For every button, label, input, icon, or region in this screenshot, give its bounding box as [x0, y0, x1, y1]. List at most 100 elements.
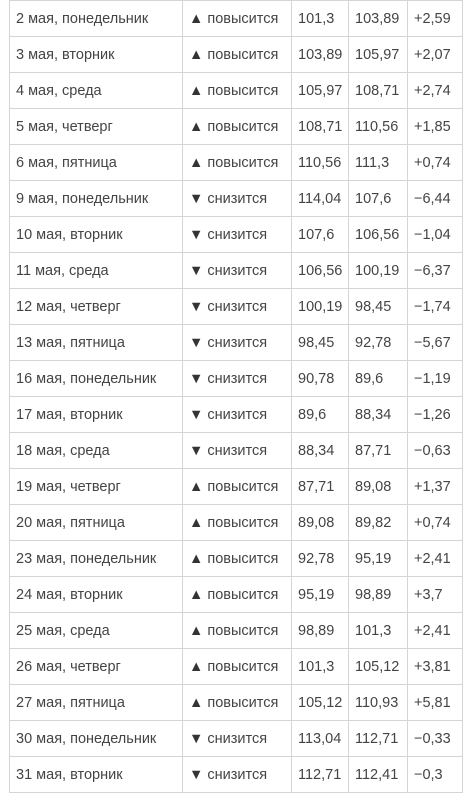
table-row: 2 мая, понедельник ▲ повысится 101,3 103,89 +…	[9, 0, 463, 37]
date-cell: 23 мая, понедельник	[9, 540, 183, 577]
arrow-up-icon: ▲	[189, 118, 204, 135]
open-rate-cell: 106,56	[291, 252, 349, 289]
arrow-down-icon: ▼	[189, 766, 204, 783]
open-rate-cell: 107,6	[291, 216, 349, 253]
close-rate-cell: 98,45	[348, 288, 408, 325]
direction-cell: ▲ повысится	[182, 684, 292, 721]
date-cell: 31 мая, вторник	[9, 756, 183, 793]
change-cell: +0,74	[407, 144, 463, 181]
direction-label: снизится	[207, 334, 268, 351]
date-cell: 13 мая, пятница	[9, 324, 183, 361]
change-cell: +3,7	[407, 576, 463, 613]
direction-label: снизится	[207, 442, 268, 459]
change-cell: −6,37	[407, 252, 463, 289]
change-cell: −1,26	[407, 396, 463, 433]
change-cell: +2,41	[407, 612, 463, 649]
open-rate-cell: 98,45	[291, 324, 349, 361]
open-rate-cell: 105,97	[291, 72, 349, 109]
table-row: 31 мая, вторник ▼ снизится 112,71 112,41 −0,3	[9, 756, 463, 793]
direction-cell: ▲ повысится	[182, 0, 292, 37]
table-row: 24 мая, вторник ▲ повысится 95,19 98,89 +3,7	[9, 576, 463, 613]
open-rate-cell: 90,78	[291, 360, 349, 397]
direction-label: повысится	[207, 550, 279, 567]
date-cell: 10 мая, вторник	[9, 216, 183, 253]
forecast-table: 2 мая, понедельник ▲ повысится 101,3 103,89 +…	[9, 0, 463, 793]
direction-label: снизится	[207, 298, 268, 315]
close-rate-cell: 89,08	[348, 468, 408, 505]
change-cell: +2,74	[407, 72, 463, 109]
direction-cell: ▲ повысится	[182, 108, 292, 145]
open-rate-cell: 101,3	[291, 0, 349, 37]
arrow-down-icon: ▼	[189, 442, 204, 459]
direction-cell: ▼ снизится	[182, 252, 292, 289]
close-rate-cell: 95,19	[348, 540, 408, 577]
direction-label: снизится	[207, 190, 268, 207]
date-cell: 26 мая, четверг	[9, 648, 183, 685]
direction-label: снизится	[207, 730, 268, 747]
close-rate-cell: 89,82	[348, 504, 408, 541]
date-cell: 20 мая, пятница	[9, 504, 183, 541]
direction-cell: ▼ снизится	[182, 324, 292, 361]
date-cell: 6 мая, пятница	[9, 144, 183, 181]
table-row: 18 мая, среда ▼ снизится 88,34 87,71 −0,63	[9, 432, 463, 469]
change-cell: −6,44	[407, 180, 463, 217]
arrow-up-icon: ▲	[189, 694, 204, 711]
change-cell: +2,07	[407, 36, 463, 73]
arrow-up-icon: ▲	[189, 10, 204, 27]
change-cell: −1,74	[407, 288, 463, 325]
direction-label: снизится	[207, 370, 268, 387]
open-rate-cell: 98,89	[291, 612, 349, 649]
arrow-down-icon: ▼	[189, 730, 204, 747]
direction-cell: ▲ повысится	[182, 540, 292, 577]
direction-cell: ▲ повысится	[182, 504, 292, 541]
close-rate-cell: 87,71	[348, 432, 408, 469]
direction-label: повысится	[207, 622, 279, 639]
arrow-up-icon: ▲	[189, 46, 204, 63]
direction-cell: ▼ снизится	[182, 720, 292, 757]
direction-cell: ▲ повысится	[182, 612, 292, 649]
direction-label: повысится	[207, 10, 279, 27]
arrow-down-icon: ▼	[189, 370, 204, 387]
direction-label: повысится	[207, 514, 279, 531]
date-cell: 2 мая, понедельник	[9, 0, 183, 37]
direction-label: повысится	[207, 586, 279, 603]
direction-label: повысится	[207, 694, 279, 711]
close-rate-cell: 89,6	[348, 360, 408, 397]
open-rate-cell: 112,71	[291, 756, 349, 793]
change-cell: +2,41	[407, 540, 463, 577]
close-rate-cell: 106,56	[348, 216, 408, 253]
direction-cell: ▼ снизится	[182, 432, 292, 469]
change-cell: +1,85	[407, 108, 463, 145]
table-row: 4 мая, среда ▲ повысится 105,97 108,71 +2,74	[9, 72, 463, 109]
date-cell: 30 мая, понедельник	[9, 720, 183, 757]
direction-cell: ▼ снизится	[182, 756, 292, 793]
close-rate-cell: 111,3	[348, 144, 408, 181]
date-cell: 18 мая, среда	[9, 432, 183, 469]
open-rate-cell: 92,78	[291, 540, 349, 577]
table-row: 17 мая, вторник ▼ снизится 89,6 88,34 −1,26	[9, 396, 463, 433]
direction-cell: ▼ снизится	[182, 288, 292, 325]
close-rate-cell: 103,89	[348, 0, 408, 37]
arrow-up-icon: ▲	[189, 82, 204, 99]
change-cell: +1,37	[407, 468, 463, 505]
close-rate-cell: 98,89	[348, 576, 408, 613]
close-rate-cell: 108,71	[348, 72, 408, 109]
direction-label: повысится	[207, 658, 279, 675]
change-cell: −1,04	[407, 216, 463, 253]
open-rate-cell: 103,89	[291, 36, 349, 73]
close-rate-cell: 107,6	[348, 180, 408, 217]
date-cell: 5 мая, четверг	[9, 108, 183, 145]
arrow-down-icon: ▼	[189, 262, 204, 279]
table-row: 25 мая, среда ▲ повысится 98,89 101,3 +2,41	[9, 612, 463, 649]
table-row: 16 мая, понедельник ▼ снизится 90,78 89,6 −1,…	[9, 360, 463, 397]
table-row: 6 мая, пятница ▲ повысится 110,56 111,3 +0,74	[9, 144, 463, 181]
close-rate-cell: 105,12	[348, 648, 408, 685]
direction-cell: ▼ снизится	[182, 360, 292, 397]
date-cell: 27 мая, пятница	[9, 684, 183, 721]
date-cell: 19 мая, четверг	[9, 468, 183, 505]
direction-label: снизится	[207, 226, 268, 243]
direction-cell: ▲ повысится	[182, 36, 292, 73]
date-cell: 4 мая, среда	[9, 72, 183, 109]
open-rate-cell: 114,04	[291, 180, 349, 217]
open-rate-cell: 88,34	[291, 432, 349, 469]
